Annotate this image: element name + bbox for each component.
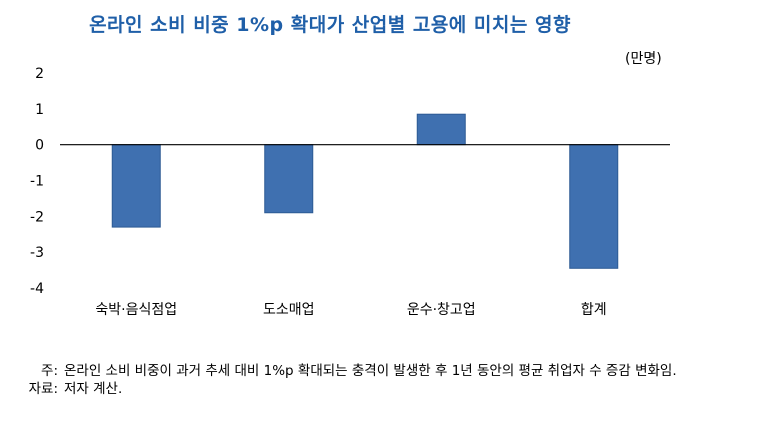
y-tick-label: -4 (30, 281, 44, 297)
bar (111, 144, 161, 228)
x-category-label: 운수·창고업 (407, 302, 476, 318)
x-category-label: 숙박·음식점업 (95, 302, 177, 318)
chart-title: 온라인 소비 비중 1%p 확대가 산업별 고용에 미치는 영향 (89, 14, 571, 36)
y-tick-label: 2 (35, 66, 44, 82)
source-label: 자료: (28, 381, 58, 397)
source-text: 저자 계산. (64, 381, 123, 397)
unit-label: (만명) (625, 51, 662, 67)
y-tick-label: -3 (30, 245, 44, 261)
chart-note: 주: 온라인 소비 비중이 과거 추세 대비 1%p 확대되는 충격이 발생한 … (10, 362, 684, 398)
x-category-label: 합계 (581, 302, 607, 318)
note-text: 온라인 소비 비중이 과거 추세 대비 1%p 확대되는 충격이 발생한 후 1… (64, 363, 677, 379)
bar (569, 144, 619, 269)
y-tick-label: 0 (35, 138, 44, 154)
y-tick-label: -2 (30, 209, 44, 225)
x-category-label: 도소매업 (263, 302, 315, 318)
y-tick-label: -1 (30, 174, 44, 190)
bar (264, 144, 314, 214)
note-label: 주: (41, 363, 58, 379)
bar (416, 113, 466, 146)
y-tick-label: 1 (35, 102, 44, 118)
